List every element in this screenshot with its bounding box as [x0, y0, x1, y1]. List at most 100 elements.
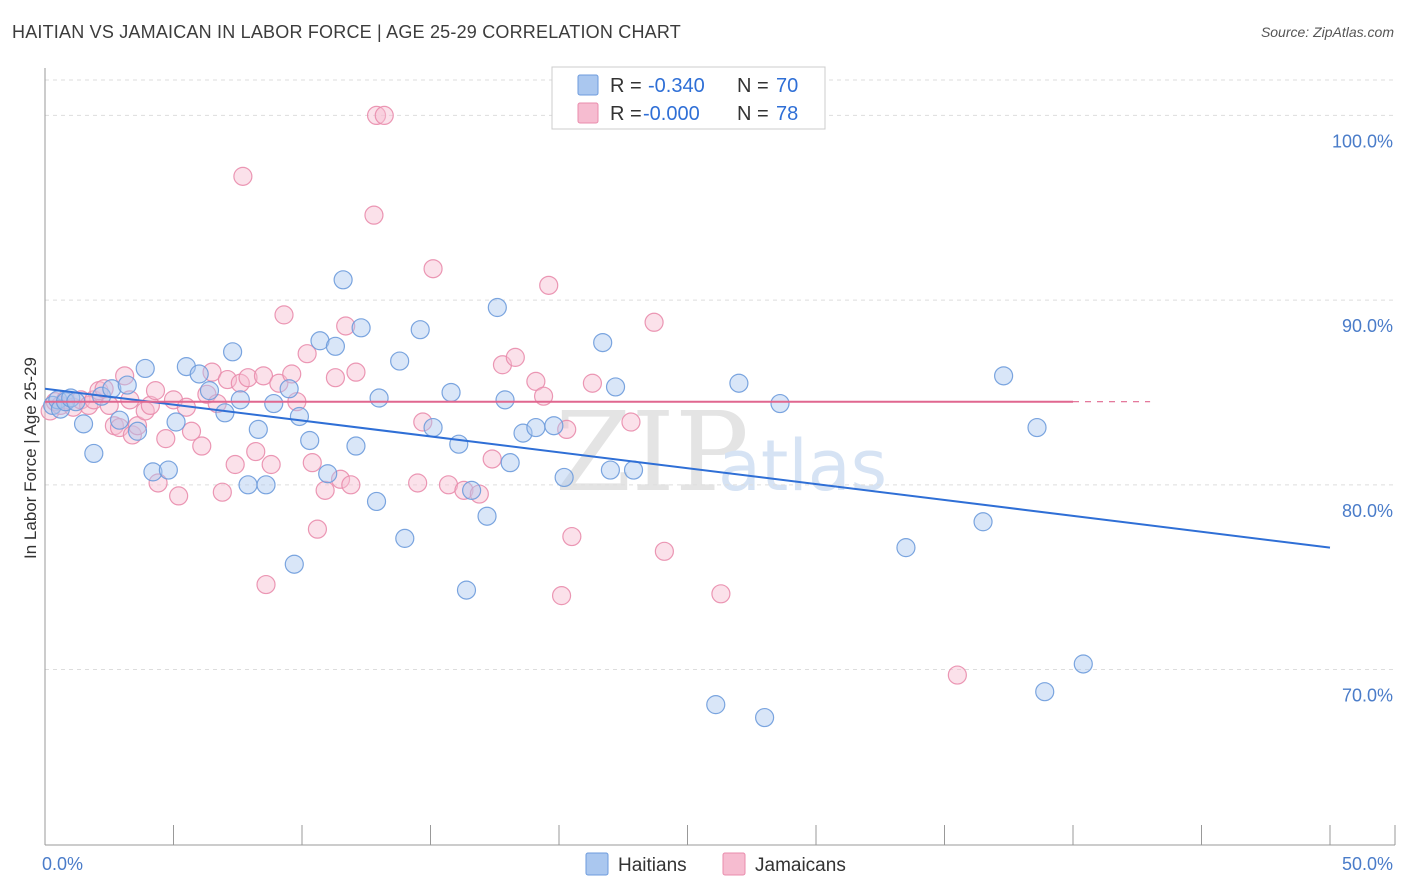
jamaicans-point[interactable] — [505, 347, 525, 367]
jamaicans-point[interactable] — [217, 369, 238, 390]
haitians-point[interactable] — [770, 393, 790, 414]
haitians-point[interactable] — [143, 462, 163, 482]
jamaicans-point[interactable] — [169, 486, 189, 506]
haitians-point[interactable] — [223, 342, 243, 362]
haitians-point[interactable] — [369, 388, 389, 408]
jamaicans-point[interactable] — [225, 454, 245, 475]
jamaicans-point[interactable] — [621, 412, 641, 432]
jamaicans-point[interactable] — [654, 541, 674, 561]
haitians-point[interactable] — [346, 436, 366, 456]
jamaicans-point[interactable] — [539, 275, 559, 295]
jamaicans-point[interactable] — [413, 412, 433, 432]
haitians-point[interactable] — [456, 580, 477, 600]
haitians-point[interactable] — [729, 373, 749, 393]
jamaicans-point[interactable] — [364, 205, 384, 225]
jamaicans-point[interactable] — [336, 316, 356, 336]
jamaicans-point[interactable] — [238, 368, 258, 388]
jamaicans-point[interactable] — [253, 366, 274, 386]
haitians-point[interactable] — [127, 421, 148, 441]
jamaicans-point[interactable] — [374, 105, 394, 126]
jamaicans-point[interactable] — [346, 362, 366, 382]
jamaicans-point[interactable] — [256, 574, 276, 595]
haitians-point[interactable] — [754, 707, 775, 728]
haitians-point[interactable] — [117, 375, 137, 395]
jamaicans-point[interactable] — [145, 381, 166, 401]
legend-item-jamaicans[interactable]: Jamaicans — [755, 855, 846, 876]
haitians-point[interactable] — [487, 297, 507, 318]
jamaicans-point[interactable] — [315, 480, 335, 500]
haitians-point[interactable] — [1073, 654, 1093, 674]
haitians-point[interactable] — [410, 320, 430, 340]
haitians-point[interactable] — [73, 414, 94, 434]
jamaicans-point[interactable] — [181, 421, 202, 441]
haitians-point[interactable] — [896, 538, 916, 558]
jamaicans-point[interactable] — [302, 453, 322, 473]
legend-item-haitians[interactable]: Haitians — [618, 855, 687, 876]
jamaicans-point[interactable] — [156, 429, 176, 449]
haitians-point[interactable] — [1035, 682, 1055, 702]
haitians-point[interactable] — [605, 377, 626, 397]
jamaicans-point[interactable] — [557, 419, 577, 440]
jamaicans-point[interactable] — [212, 482, 232, 502]
haitians-point[interactable] — [973, 512, 993, 532]
jamaicans-point[interactable] — [582, 373, 603, 393]
jamaicans-point[interactable] — [947, 665, 967, 685]
jamaicans-point[interactable] — [408, 473, 428, 493]
jamaicans-point[interactable] — [297, 344, 317, 364]
haitians-point[interactable] — [1027, 417, 1047, 438]
jamaicans-point[interactable] — [526, 371, 546, 391]
jamaicans-point[interactable] — [325, 368, 346, 388]
jamaicans-point[interactable] — [307, 519, 328, 539]
haitians-point[interactable] — [593, 333, 613, 353]
jamaicans-point[interactable] — [562, 526, 582, 547]
haitians-point[interactable] — [994, 366, 1014, 386]
legend-item-haitians-swatch[interactable] — [585, 852, 609, 876]
haitians-point[interactable] — [500, 453, 520, 473]
jamaicans-point[interactable] — [192, 436, 212, 456]
haitians-point[interactable] — [706, 695, 726, 715]
haitians-point[interactable] — [623, 460, 644, 480]
jamaicans-point[interactable] — [423, 259, 443, 279]
haitians-point[interactable] — [441, 382, 461, 403]
jamaicans-point[interactable] — [127, 416, 148, 436]
jamaicans-point[interactable] — [122, 425, 142, 445]
jamaicans-point[interactable] — [246, 441, 266, 462]
haitians-point[interactable] — [248, 419, 268, 440]
haitians-point[interactable] — [158, 460, 178, 480]
haitians-point[interactable] — [526, 417, 546, 438]
jamaicans-point[interactable] — [711, 584, 731, 604]
haitians-point[interactable] — [279, 379, 299, 399]
jamaicans-point[interactable] — [274, 305, 294, 325]
haitians-point[interactable] — [544, 416, 564, 436]
haitians-point[interactable] — [109, 410, 130, 430]
haitians-point[interactable] — [390, 351, 410, 371]
haitians-point[interactable] — [166, 412, 186, 432]
haitians-point[interactable] — [284, 554, 304, 574]
haitians-point[interactable] — [495, 390, 515, 410]
haitians-point[interactable] — [366, 491, 387, 512]
jamaicans-point[interactable] — [366, 105, 387, 126]
haitians-point[interactable] — [256, 475, 276, 495]
haitians-point[interactable] — [600, 460, 621, 480]
jamaicans-point[interactable] — [341, 475, 361, 495]
jamaicans-point[interactable] — [644, 312, 664, 332]
source-label[interactable]: Source: ZipAtlas.com — [1260, 24, 1394, 40]
haitians-point[interactable] — [351, 318, 371, 338]
haitians-point[interactable] — [318, 464, 338, 484]
haitians-point[interactable] — [477, 506, 497, 526]
jamaicans-point[interactable] — [533, 386, 554, 406]
haitians-point[interactable] — [423, 417, 443, 438]
jamaicans-point[interactable] — [261, 454, 281, 475]
haitians-point[interactable] — [554, 467, 574, 488]
jamaicans-point[interactable] — [482, 449, 502, 469]
haitians-point[interactable] — [333, 270, 353, 290]
jamaicans-point[interactable] — [148, 473, 168, 493]
haitians-point[interactable] — [449, 434, 469, 454]
haitians-point[interactable] — [135, 358, 155, 379]
haitians-point[interactable] — [264, 393, 284, 414]
haitians-point[interactable] — [289, 406, 310, 427]
jamaicans-point[interactable] — [551, 586, 572, 606]
haitians-point[interactable] — [199, 381, 220, 401]
legend-item-jamaicans-swatch[interactable] — [722, 852, 746, 876]
jamaicans-point[interactable] — [282, 364, 302, 384]
